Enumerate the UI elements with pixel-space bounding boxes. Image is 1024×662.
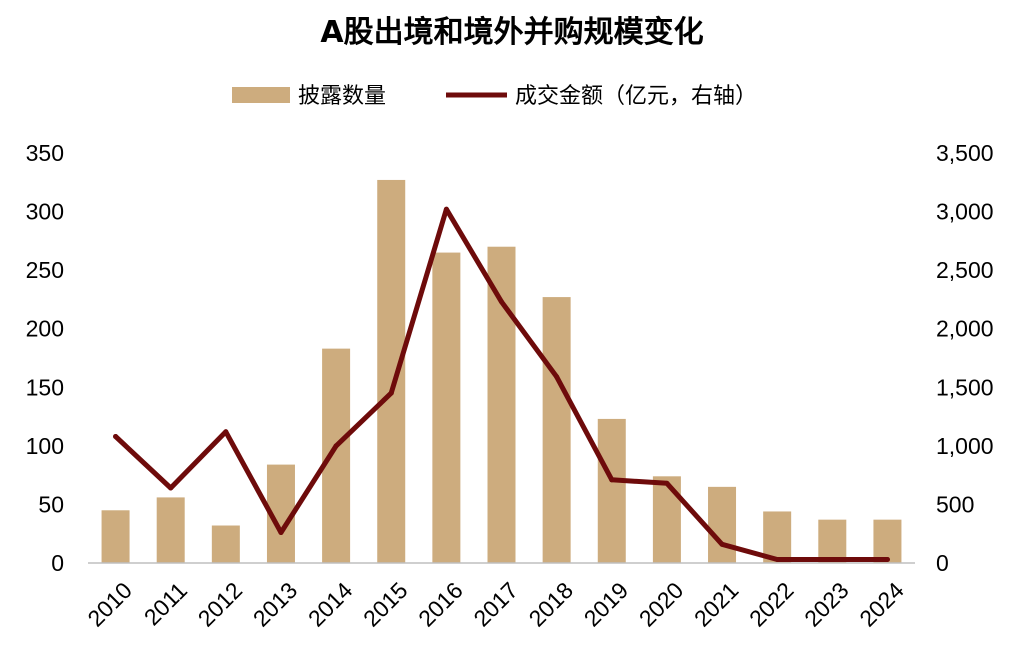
bar [818,519,847,563]
line-point [774,556,780,562]
x-tick-label: 2014 [303,577,358,632]
bar [487,246,516,563]
chart-title: A股出境和境外并购规模变化 [320,15,703,50]
bar-series [101,179,902,564]
line-point [609,477,615,483]
bar [542,297,571,563]
legend-label-line: 成交金额（亿元，右轴） [515,84,757,109]
line-point [884,556,890,562]
line-point [223,429,229,435]
y-right-tick-label: 3,500 [936,140,994,166]
y-right-tick-label: 2,500 [936,257,994,283]
y-left-tick-label: 150 [26,374,64,400]
y-left-tick-label: 0 [51,550,64,576]
bar [652,476,681,563]
y-axis-left: 0 50 100 150 200 250 300 350 [26,140,64,576]
x-tick-label: 2017 [468,577,523,632]
legend-label-bar: 披露数量 [298,84,386,109]
line-point [388,390,394,396]
x-tick-label: 2019 [579,577,634,632]
y-right-tick-label: 1,500 [936,374,994,400]
y-left-tick-label: 200 [26,316,64,342]
x-tick-label: 2011 [139,577,192,630]
y-right-tick-label: 0 [936,550,949,576]
y-left-tick-label: 250 [26,257,64,283]
bar [432,252,461,564]
y-right-tick-label: 3,000 [936,199,994,225]
bar [322,348,351,563]
line-point [719,541,725,547]
legend-swatch-bar [232,87,290,103]
x-tick-label: 2022 [744,577,799,632]
bar [101,510,130,563]
x-tick-label: 2020 [634,577,689,632]
line-point [113,433,119,439]
line-point [499,299,504,305]
bar [211,525,240,563]
y-left-tick-label: 100 [26,433,64,459]
line-point [333,443,339,449]
y-right-tick-label: 2,000 [936,316,994,342]
bar [597,418,626,563]
y-right-tick-label: 500 [936,491,974,517]
x-tick-label: 2023 [799,577,854,632]
y-left-tick-label: 350 [26,140,64,166]
x-tick-label: 2016 [413,577,468,632]
y-right-tick-label: 1,000 [936,433,994,459]
line-point [664,480,670,486]
x-tick-label: 2013 [248,577,303,632]
y-axis-right: 0 500 1,000 1,500 2,000 2,500 3,000 3,500 [936,140,994,576]
x-tick-label: 2021 [689,577,744,632]
x-tick-label: 2010 [82,577,137,632]
line-series [113,206,890,562]
legend: 披露数量 成交金额（亿元，右轴） [232,84,757,109]
x-tick-label: 2024 [854,577,909,632]
bar [873,519,902,563]
line-point [554,374,560,380]
bar [156,497,185,563]
bar [377,179,406,563]
line-point [168,485,174,491]
x-tick-label: 2015 [358,577,413,632]
bar [708,486,737,563]
line-point [443,206,449,212]
x-axis: 2010 2011 2012 2013 2014 2015 2016 2017 2018 2019… [82,577,909,632]
x-tick-label: 2012 [193,577,248,632]
y-left-tick-label: 50 [38,491,64,517]
line-point [278,530,284,536]
x-tick-label: 2018 [523,577,578,632]
y-left-tick-label: 300 [26,199,64,225]
line-point [829,556,835,562]
